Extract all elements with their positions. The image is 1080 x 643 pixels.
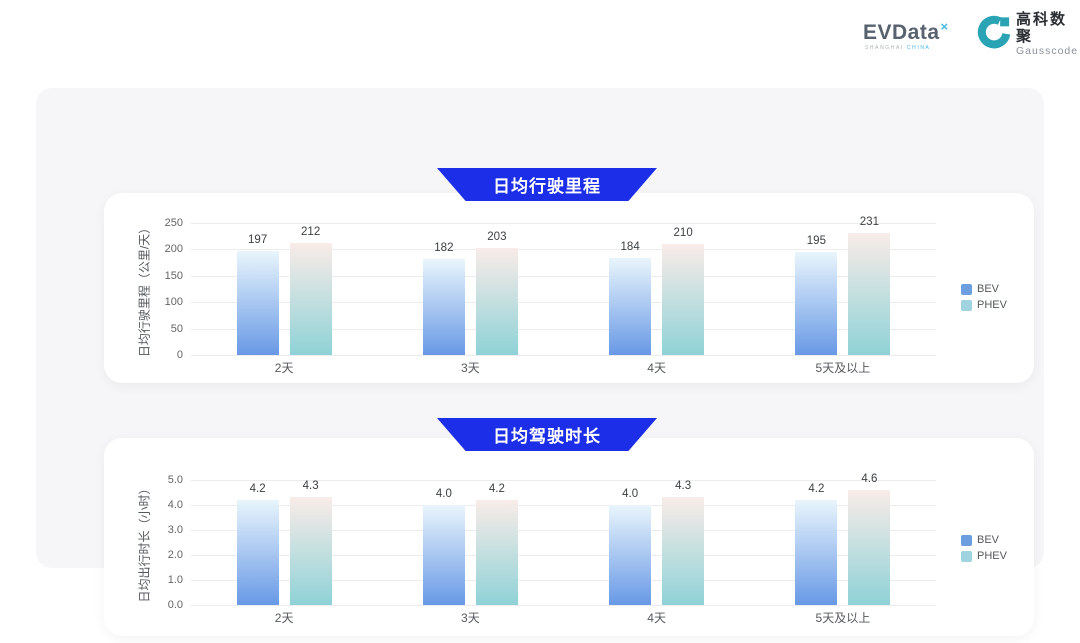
bar-value-label: 4.0 xyxy=(435,488,452,500)
grid-line xyxy=(191,505,936,506)
bar-value-label: 195 xyxy=(806,235,826,247)
bar-value-label: 212 xyxy=(301,226,321,238)
legend: BEV PHEV xyxy=(961,534,1007,562)
x-category-label: 5天及以上 xyxy=(815,611,871,625)
y-tick-label: 100 xyxy=(164,296,183,308)
bar-value-label: 4.0 xyxy=(622,488,639,500)
bar-value-label: 231 xyxy=(859,216,879,228)
bar-value-label: 182 xyxy=(434,242,454,254)
bar-phev xyxy=(475,248,518,355)
mileage-chart-title-banner: 日均行驶里程 xyxy=(437,168,657,201)
legend-label: BEV xyxy=(977,534,1000,546)
grid-line xyxy=(191,249,936,250)
y-axis-title: 日均出行时长（小时） xyxy=(137,482,152,603)
charts-panel: 日均行驶里程 0 50 100 150 200 250 日均行驶里程（公里/天） 2天 197 2… xyxy=(36,88,1044,636)
grid-line xyxy=(191,580,936,581)
legend-swatch-bev xyxy=(961,534,972,546)
y-tick-label: 1.0 xyxy=(167,574,183,586)
legend-item-bev[interactable]: BEV xyxy=(961,534,1007,546)
legend-item-phev[interactable]: PHEV xyxy=(961,550,1007,562)
grid-line xyxy=(191,530,936,531)
gausscode-g-icon xyxy=(977,14,1011,55)
bar-bev xyxy=(236,500,279,605)
legend-label: BEV xyxy=(977,283,1000,295)
bar-value-label: 203 xyxy=(487,231,507,243)
gausscode-name-en: Gausscode xyxy=(1016,45,1079,57)
grid-line xyxy=(191,555,936,556)
x-category-label: 4天 xyxy=(647,361,666,375)
bar-value-label: 4.6 xyxy=(861,473,878,485)
x-category-label: 2天 xyxy=(274,361,294,375)
page-header: EVData× SHANGHAI CHINA 高科数聚 Gausscode xyxy=(0,0,1080,70)
bar-value-label: 210 xyxy=(673,227,693,239)
bar-phev xyxy=(662,244,705,355)
grid-line xyxy=(191,355,936,356)
gausscode-name-cn: 高科数聚 xyxy=(1016,11,1068,45)
bar-phev xyxy=(289,243,332,355)
legend-swatch-phev xyxy=(961,550,972,562)
bar-bev xyxy=(609,258,652,355)
bar-value-label: 4.2 xyxy=(488,483,505,495)
x-category-label: 4天 xyxy=(647,611,666,625)
mileage-chart: 0 50 100 150 200 250 日均行驶里程（公里/天） 2天 197 212 3天 182… xyxy=(104,193,1034,383)
legend-label: PHEV xyxy=(977,550,1007,562)
x-category-label: 3天 xyxy=(461,611,480,625)
legend-label: PHEV xyxy=(977,299,1007,311)
mileage-chart-title: 日均行驶里程 xyxy=(493,177,601,196)
bar-phev xyxy=(662,497,705,605)
bar-phev xyxy=(848,490,891,605)
legend-item-phev[interactable]: PHEV xyxy=(961,299,1007,311)
evdata-wordmark: EVData× xyxy=(863,16,971,44)
bar-bev xyxy=(422,505,465,605)
bar-bev xyxy=(236,251,279,355)
legend-item-bev[interactable]: BEV xyxy=(961,283,1007,295)
duration-chart-title-banner: 日均驾驶时长 xyxy=(437,418,657,451)
bar-value-label: 4.2 xyxy=(249,483,266,495)
gausscode-logo: 高科数聚 Gausscode xyxy=(977,11,1080,57)
bar-phev xyxy=(289,497,332,605)
y-tick-label: 250 xyxy=(164,217,183,229)
y-axis-title: 日均行驶里程（公里/天） xyxy=(137,221,152,358)
bar-phev xyxy=(848,233,891,355)
x-category-label: 3天 xyxy=(461,361,480,375)
evdata-subtext: SHANGHAI CHINA xyxy=(865,45,931,51)
y-tick-label: 5.0 xyxy=(167,474,183,486)
evdata-text: EVData xyxy=(863,21,940,44)
y-tick-label: 2.0 xyxy=(167,549,183,561)
bar-value-label: 184 xyxy=(620,241,640,253)
legend-swatch-bev xyxy=(961,283,972,295)
duration-chart: 0.0 1.0 2.0 3.0 4.0 5.0 日均出行时长（小时） 2天 4.2 4.3 3天 4.… xyxy=(104,438,1034,636)
grid-line xyxy=(191,480,936,481)
bar-value-label: 4.3 xyxy=(675,480,692,492)
bar-value-label: 197 xyxy=(248,234,268,246)
x-category-label: 5天及以上 xyxy=(815,361,871,375)
y-tick-label: 0 xyxy=(176,349,183,361)
legend-swatch-phev xyxy=(961,299,972,311)
duration-chart-title: 日均驾驶时长 xyxy=(493,427,601,446)
grid-line xyxy=(191,605,936,606)
y-tick-label: 3.0 xyxy=(167,524,183,536)
grid-line xyxy=(191,302,936,303)
grid-line xyxy=(191,276,936,277)
bar-bev xyxy=(609,505,652,605)
grid-line xyxy=(191,223,936,224)
evdata-x-mark: × xyxy=(940,19,949,34)
x-category-label: 2天 xyxy=(274,611,294,625)
y-tick-label: 200 xyxy=(164,243,183,255)
bar-value-label: 4.2 xyxy=(808,483,825,495)
y-tick-label: 150 xyxy=(164,270,183,282)
bar-value-label: 4.3 xyxy=(302,480,319,492)
mileage-chart-card: 0 50 100 150 200 250 日均行驶里程（公里/天） 2天 197 212 3天 182… xyxy=(104,193,1034,383)
bar-bev xyxy=(795,500,838,605)
y-tick-label: 50 xyxy=(170,323,183,335)
duration-chart-card: 0.0 1.0 2.0 3.0 4.0 5.0 日均出行时长（小时） 2天 4.2 4.3 3天 4.… xyxy=(104,438,1034,636)
bar-bev xyxy=(422,259,465,355)
bar-phev xyxy=(475,500,518,605)
y-tick-label: 4.0 xyxy=(167,499,183,511)
grid-line xyxy=(191,329,936,330)
legend: BEV PHEV xyxy=(961,283,1007,311)
bar-bev xyxy=(795,252,838,355)
evdata-logo: EVData× SHANGHAI CHINA xyxy=(863,16,971,52)
